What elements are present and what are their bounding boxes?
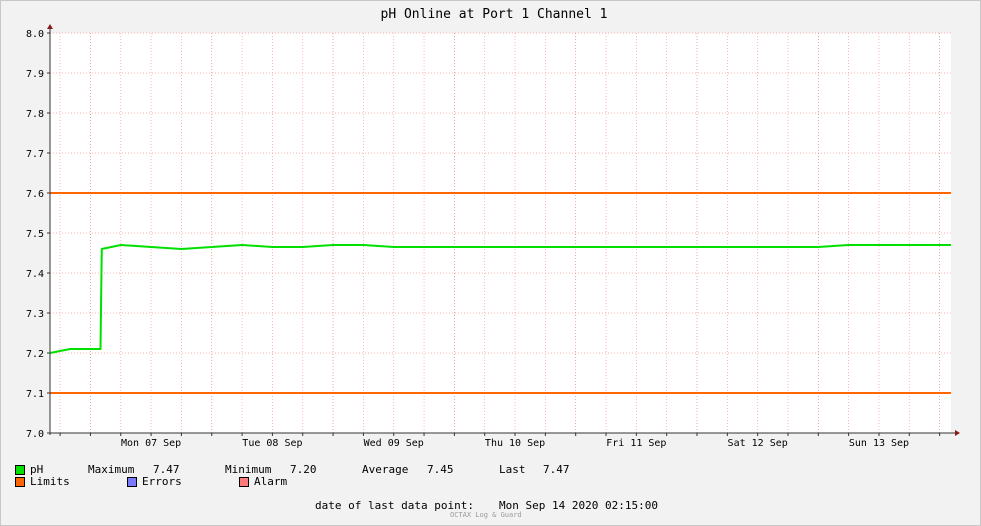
legend-last-value: 7.47 (543, 463, 570, 476)
x-tick-label: Sat 12 Sep (728, 438, 788, 449)
x-axis-arrow (955, 430, 960, 436)
y-tick-label: 7.3 (26, 309, 44, 320)
y-tick-label: 7.9 (26, 69, 44, 80)
legend-alarm-label: Alarm (254, 475, 288, 488)
x-tick-label: Wed 09 Sep (364, 438, 424, 449)
last-data-point-label: date of last data point: (315, 499, 474, 512)
x-tick-label: Sun 13 Sep (849, 438, 909, 449)
legend-ph-swatch (15, 465, 25, 475)
x-tick-label: Fri 11 Sep (606, 438, 666, 449)
y-tick-label: 7.2 (26, 349, 44, 360)
y-tick-label: 7.0 (26, 429, 44, 440)
legend-max-label: Maximum (88, 463, 135, 476)
legend-alarm-swatch (239, 477, 249, 487)
legend-limits-label: Limits (30, 475, 70, 488)
credit-watermark: OCTAX Log & Guard (450, 511, 522, 519)
series-line-ph (49, 244, 951, 354)
last-data-point-value: Mon Sep 14 2020 02:15:00 (499, 499, 658, 512)
y-tick-label: 7.7 (26, 149, 44, 160)
legend-errors-swatch (127, 477, 137, 487)
x-tick-label: Thu 10 Sep (485, 438, 545, 449)
x-tick-label: Mon 07 Sep (121, 438, 181, 449)
y-tick-label: 7.5 (26, 229, 44, 240)
legend-avg-value: 7.45 (427, 463, 454, 476)
y-tick-label: 7.1 (26, 389, 44, 400)
y-tick-label: 7.4 (26, 269, 44, 280)
legend-min-value: 7.20 (290, 463, 317, 476)
legend-last-label: Last (499, 463, 526, 476)
y-tick-label: 8.0 (26, 29, 44, 40)
y-tick-label: 7.8 (26, 109, 44, 120)
plot-area: 7.0 7.1 7.2 7.3 7.4 7.5 7.6 7.7 7.8 7.9 8.0 Mon 07 … (26, 24, 960, 449)
legend-avg-label: Average (362, 463, 409, 476)
chart-title: pH Online at Port 1 Channel 1 (381, 7, 608, 22)
legend-max-value: 7.47 (153, 463, 180, 476)
y-tick-label: 7.6 (26, 189, 44, 200)
legend-ph-label: pH (30, 463, 44, 476)
legend-limits-swatch (15, 477, 25, 487)
legend-errors-label: Errors (142, 475, 182, 488)
x-tick-label: Tue 08 Sep (242, 438, 302, 449)
legend-min-label: Minimum (225, 463, 272, 476)
y-axis-arrow (47, 24, 53, 29)
